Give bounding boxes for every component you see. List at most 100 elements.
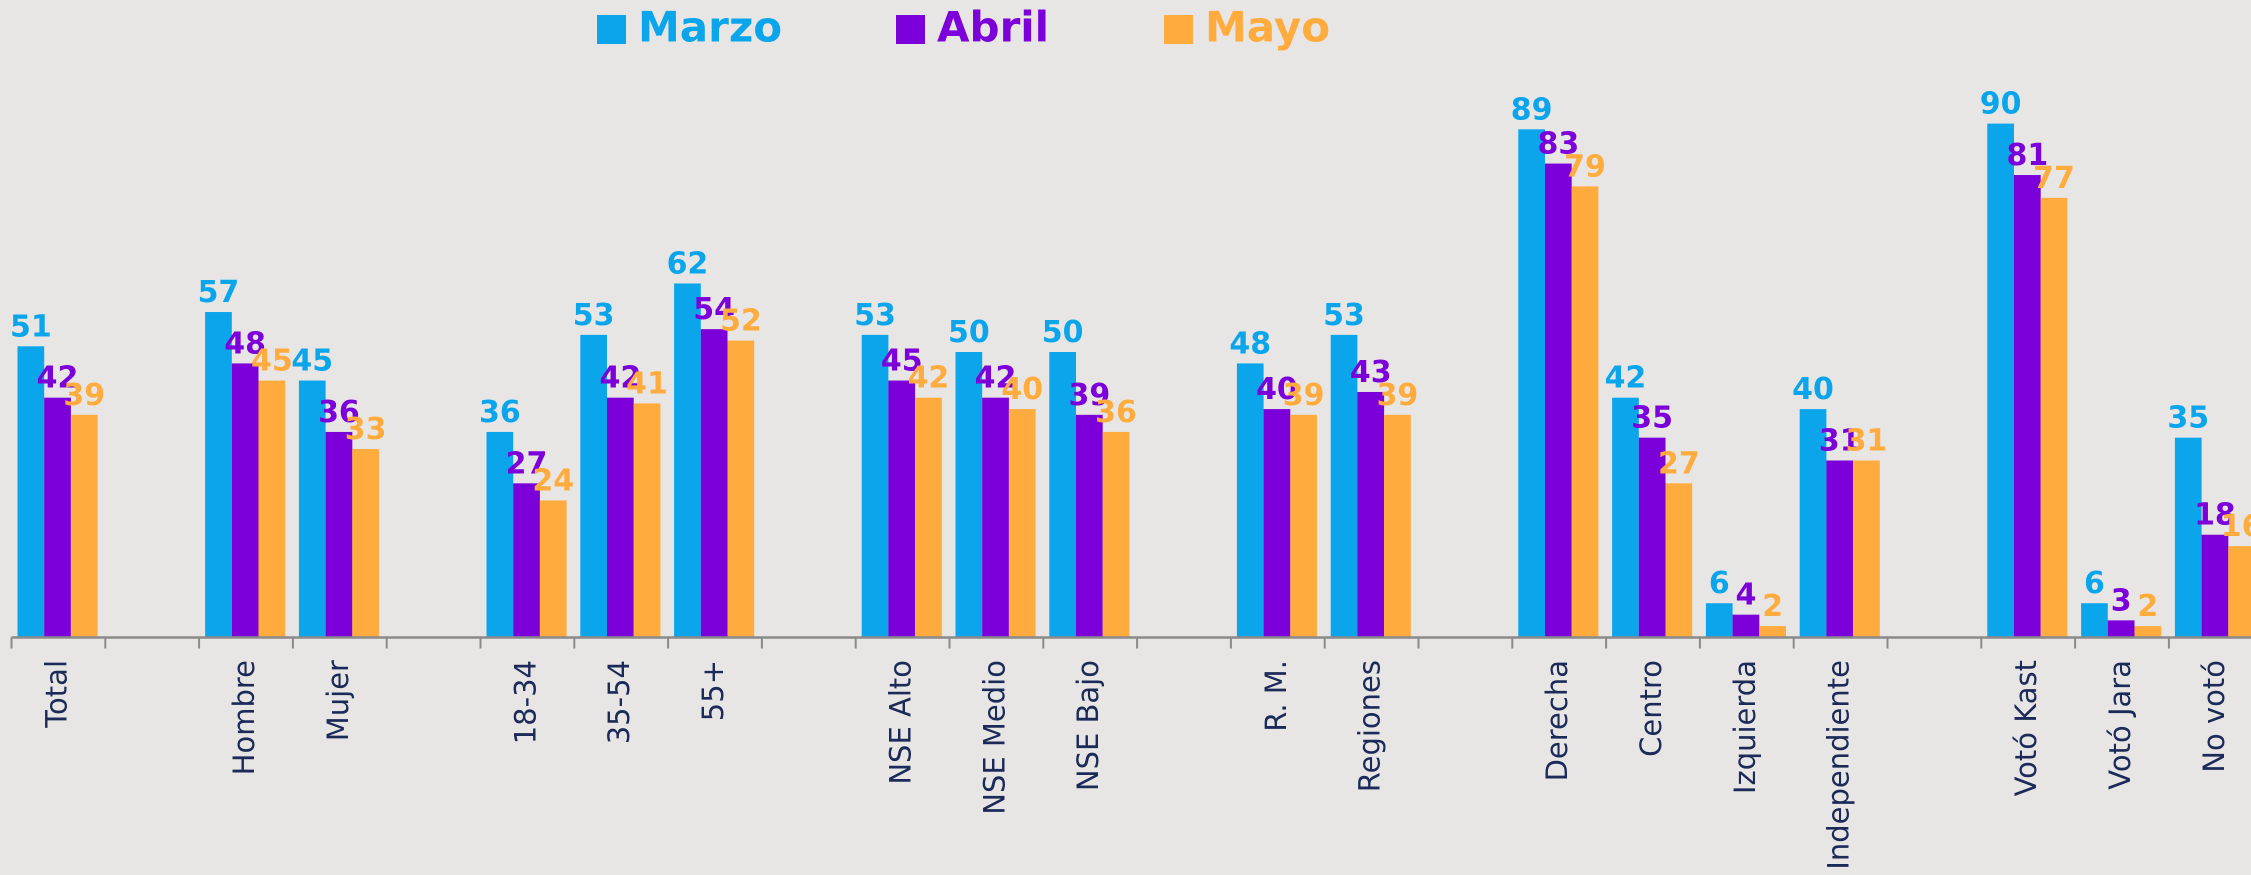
bar xyxy=(1049,352,1076,638)
x-tick-label: No votó xyxy=(2197,660,2231,773)
bar xyxy=(2201,534,2229,638)
x-tick-label: Independiente xyxy=(1822,660,1856,870)
bar xyxy=(700,329,728,638)
data-label: 42 xyxy=(599,361,641,396)
data-label: 50 xyxy=(948,315,990,350)
data-label: 39 xyxy=(1377,378,1419,413)
data-label: 39 xyxy=(1283,378,1325,413)
bar xyxy=(1759,626,1786,638)
legend-swatch xyxy=(896,15,925,44)
bar xyxy=(1826,460,1854,638)
bar xyxy=(2081,603,2108,638)
bar xyxy=(513,483,540,638)
data-label: 16 xyxy=(2221,509,2251,544)
bar xyxy=(1545,163,1572,638)
data-label: 42 xyxy=(37,361,79,396)
bar xyxy=(205,312,232,638)
data-label: 52 xyxy=(720,304,762,339)
bar xyxy=(2174,437,2202,638)
x-tick-label: Mujer xyxy=(321,660,355,741)
data-label: 35 xyxy=(1631,401,1673,436)
bar xyxy=(1236,363,1264,638)
bar xyxy=(1357,391,1385,638)
bar xyxy=(1263,409,1291,638)
bar xyxy=(888,380,916,638)
data-label: 31 xyxy=(1819,423,1861,458)
data-label: 48 xyxy=(224,326,266,361)
bar xyxy=(955,352,983,638)
data-label: 18 xyxy=(2194,498,2236,533)
data-label: 54 xyxy=(693,292,735,327)
bar xyxy=(1384,414,1411,638)
x-tick-label: Votó Jara xyxy=(2103,660,2137,790)
bar xyxy=(1290,414,1317,638)
data-label: 53 xyxy=(573,298,615,333)
bar xyxy=(352,449,379,638)
x-tick-label: 55+ xyxy=(696,660,730,721)
data-label: 48 xyxy=(1229,326,1271,361)
legend-label: Abril xyxy=(937,3,1049,52)
bar xyxy=(17,346,45,638)
data-label: 89 xyxy=(1511,92,1553,127)
bar xyxy=(2107,620,2135,638)
data-label: 2 xyxy=(2137,589,2158,624)
bar xyxy=(1571,186,1599,638)
bar xyxy=(325,431,353,638)
bar xyxy=(1008,409,1036,638)
data-label: 39 xyxy=(63,378,105,413)
data-label: 77 xyxy=(2033,161,2075,196)
legend-label: Mayo xyxy=(1205,3,1330,52)
data-label: 40 xyxy=(1001,372,1043,407)
bar xyxy=(1076,414,1103,638)
bar xyxy=(1638,437,1666,638)
data-label: 40 xyxy=(1792,372,1834,407)
legend-label: Marzo xyxy=(638,3,782,52)
data-label: 62 xyxy=(667,246,709,281)
bar xyxy=(1518,129,1545,638)
data-label: 53 xyxy=(1323,298,1365,333)
bar xyxy=(231,363,259,638)
bar xyxy=(70,414,98,638)
bar xyxy=(486,431,514,638)
x-tick-label: NSE Alto xyxy=(884,660,918,785)
data-label: 3 xyxy=(2111,583,2132,618)
bar xyxy=(1987,123,2014,638)
bar xyxy=(1732,614,1760,638)
bar xyxy=(1612,397,1639,638)
bar xyxy=(674,283,701,638)
bar xyxy=(1799,409,1827,638)
x-tick-label: Votó Kast xyxy=(2009,660,2043,796)
data-label: 43 xyxy=(1350,355,1392,390)
data-label: 6 xyxy=(2084,566,2105,601)
data-label: 6 xyxy=(1709,566,1730,601)
x-tick-label: Centro xyxy=(1634,660,1668,757)
bar xyxy=(2228,546,2251,638)
bar xyxy=(861,334,889,638)
data-label: 27 xyxy=(1658,446,1700,481)
bar xyxy=(258,380,286,638)
x-tick-label: Derecha xyxy=(1540,660,1574,781)
data-label: 83 xyxy=(1537,127,1579,162)
bar xyxy=(1102,431,1130,638)
legend-swatch xyxy=(597,15,626,44)
legend-swatch xyxy=(1164,15,1193,44)
bar xyxy=(2134,626,2162,638)
bar xyxy=(2014,174,2041,638)
data-label: 35 xyxy=(2167,401,2209,436)
x-tick-label: R. M. xyxy=(1259,660,1293,732)
data-label: 40 xyxy=(1256,372,1298,407)
data-label: 90 xyxy=(1980,87,2022,122)
bar xyxy=(1705,603,1733,638)
bar xyxy=(982,397,1009,638)
x-tick-label: NSE Bajo xyxy=(1071,660,1105,791)
data-label: 31 xyxy=(1846,423,1888,458)
data-label: 57 xyxy=(198,275,240,310)
data-label: 4 xyxy=(1736,578,1757,613)
data-label: 45 xyxy=(291,344,333,379)
data-label: 36 xyxy=(1095,395,1137,430)
bar xyxy=(727,340,755,638)
bar xyxy=(539,500,567,638)
bar xyxy=(1330,334,1358,638)
bar xyxy=(298,380,326,638)
